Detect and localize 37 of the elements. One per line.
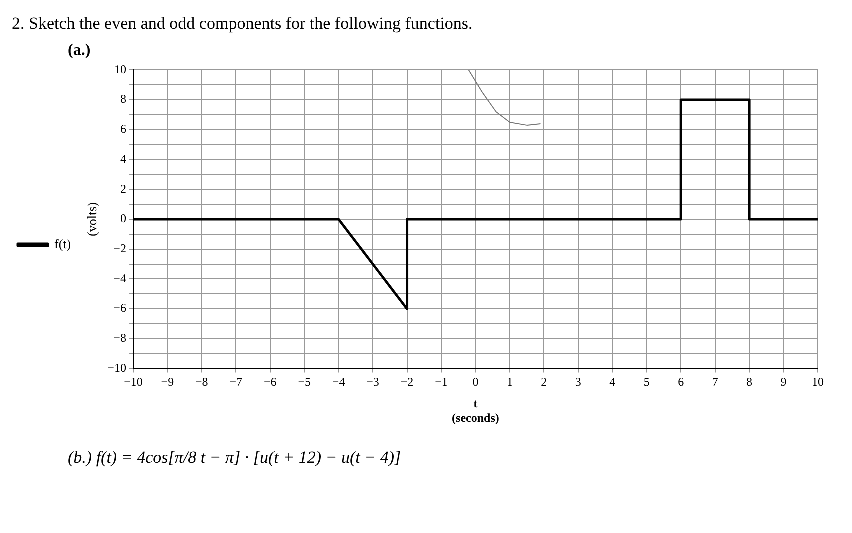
x-tick-label: 2 bbox=[541, 375, 548, 390]
chart-title: 2. Sketch the even and odd components for the following functions. bbox=[12, 14, 474, 34]
y-tick-label: 10 bbox=[114, 62, 126, 76]
y-axis-title: (volts) bbox=[84, 202, 100, 236]
x-tick-label: 6 bbox=[678, 375, 684, 390]
chart-subtitle: (a.) bbox=[68, 42, 92, 60]
x-tick-label: −4 bbox=[332, 375, 346, 390]
y-tick-label: −4 bbox=[114, 271, 126, 286]
y-tick-label: −2 bbox=[114, 242, 126, 256]
x-tick-label: −9 bbox=[161, 375, 174, 390]
x-tick-label: 1 bbox=[506, 375, 513, 390]
y-tick-label: 6 bbox=[120, 122, 126, 136]
y-tick-label: 8 bbox=[120, 92, 126, 106]
x-tick-label: −2 bbox=[400, 375, 414, 390]
x-tick-label: 4 bbox=[610, 375, 616, 390]
x-tick-label: 10 bbox=[812, 375, 824, 390]
x-tick-label: −1 bbox=[435, 375, 448, 390]
y-tick-label: −6 bbox=[114, 301, 126, 316]
x-tick-label: 3 bbox=[575, 375, 582, 390]
x-tick-label: 7 bbox=[712, 375, 718, 390]
x-tick-label: −5 bbox=[298, 375, 311, 390]
x-axis-title: t (seconds) bbox=[452, 396, 500, 425]
y-tick-label: −8 bbox=[114, 331, 126, 346]
x-tick-label: −3 bbox=[366, 375, 380, 390]
x-tick-label: 0 bbox=[472, 375, 479, 390]
legend-label: f(t) bbox=[54, 236, 72, 252]
y-tick-label: 0 bbox=[120, 212, 126, 226]
x-tick-label: −6 bbox=[264, 375, 277, 390]
x-tick-label: 9 bbox=[780, 375, 787, 390]
x-tick-label: 5 bbox=[644, 375, 650, 390]
x-tick-label: 8 bbox=[746, 375, 753, 390]
text: (b.) f(t) = 4cos[π/8 t − π] · [u(t + 12) − u(t − 4)] bbox=[68, 448, 402, 468]
y-tick-label: 4 bbox=[120, 152, 126, 166]
x-tick-label: −8 bbox=[196, 375, 208, 390]
y-tick-label: 2 bbox=[120, 182, 126, 196]
y-tick-label: −10 bbox=[108, 360, 126, 375]
x-tick-label: −7 bbox=[230, 375, 243, 390]
